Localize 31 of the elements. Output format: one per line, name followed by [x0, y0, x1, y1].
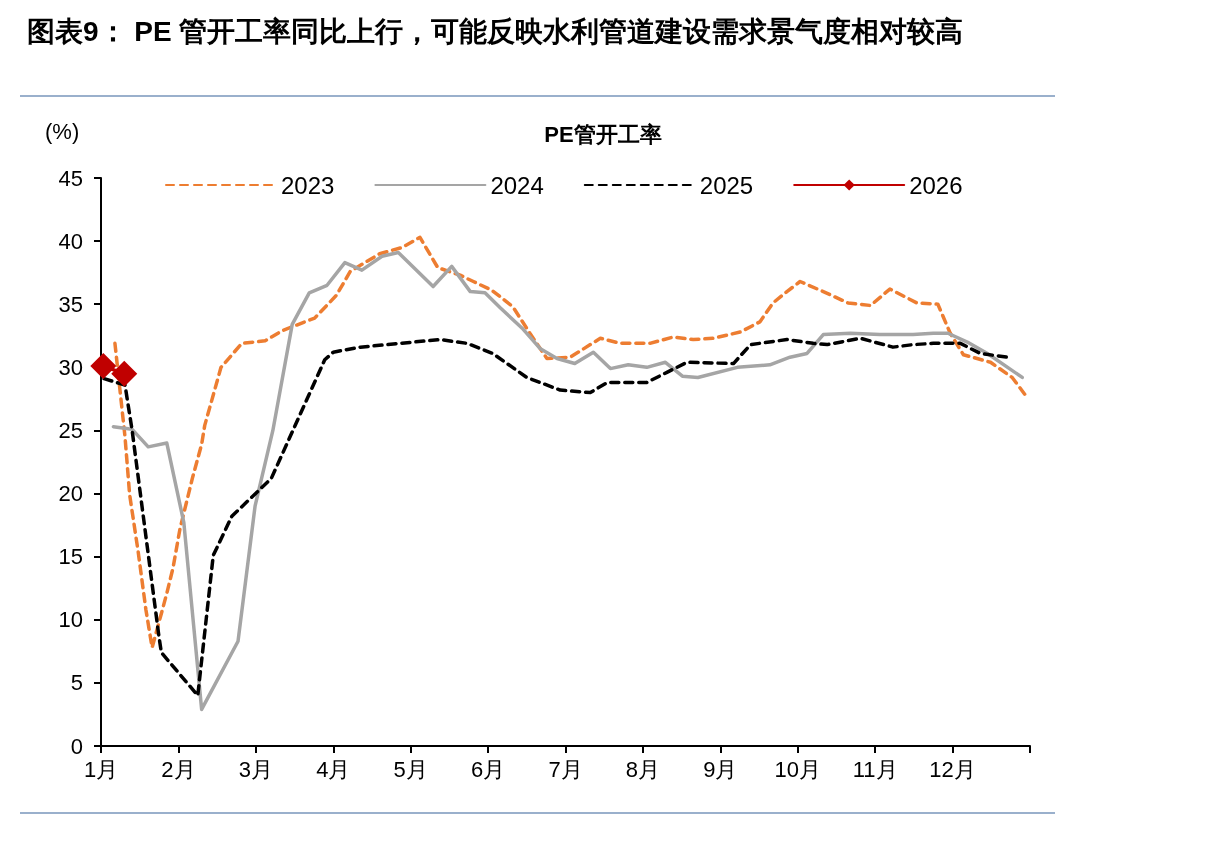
x-tick-label: 5月	[393, 756, 428, 782]
x-tick-label: 9月	[703, 756, 738, 782]
y-tick-label: 30	[58, 354, 83, 380]
legend-label: 2023	[281, 171, 335, 199]
x-tick-label: 6月	[470, 756, 506, 782]
x-tick-label: 10月	[774, 756, 821, 782]
legend-label: 2025	[699, 171, 754, 199]
legend-label: 2026	[909, 171, 963, 199]
x-tick-label: 4月	[316, 756, 351, 782]
y-tick-label: 20	[58, 481, 83, 507]
y-tick-label: 5	[70, 670, 83, 696]
x-tick-label: 3月	[238, 756, 273, 782]
y-tick-label: 45	[58, 165, 83, 191]
legend-label: 2024	[490, 171, 544, 199]
x-tick-label: 7月	[548, 756, 583, 782]
x-tick-label: 2月	[161, 756, 196, 782]
y-tick-label: 25	[58, 417, 83, 443]
line-series	[113, 235, 1028, 650]
y-tick-label: 40	[58, 228, 83, 254]
x-tick-label: 12月	[929, 756, 976, 782]
y-tick-label: 15	[58, 544, 83, 570]
y-tick-label: 35	[58, 291, 83, 317]
x-tick-label: 11月	[852, 756, 898, 782]
y-tick-label: 10	[58, 607, 83, 633]
chart-title: 图表9： PE 管开工率同比上行，可能反映水利管道建设需求景气度相对较高	[27, 15, 964, 47]
x-tick-label: 1月	[83, 756, 119, 782]
chart-subtitle: PE管开工率	[544, 121, 662, 147]
y-tick-label: 0	[70, 733, 83, 759]
line-series	[111, 250, 1025, 712]
x-tick-label: 8月	[625, 756, 661, 782]
y-axis-title: (%)	[45, 118, 80, 144]
